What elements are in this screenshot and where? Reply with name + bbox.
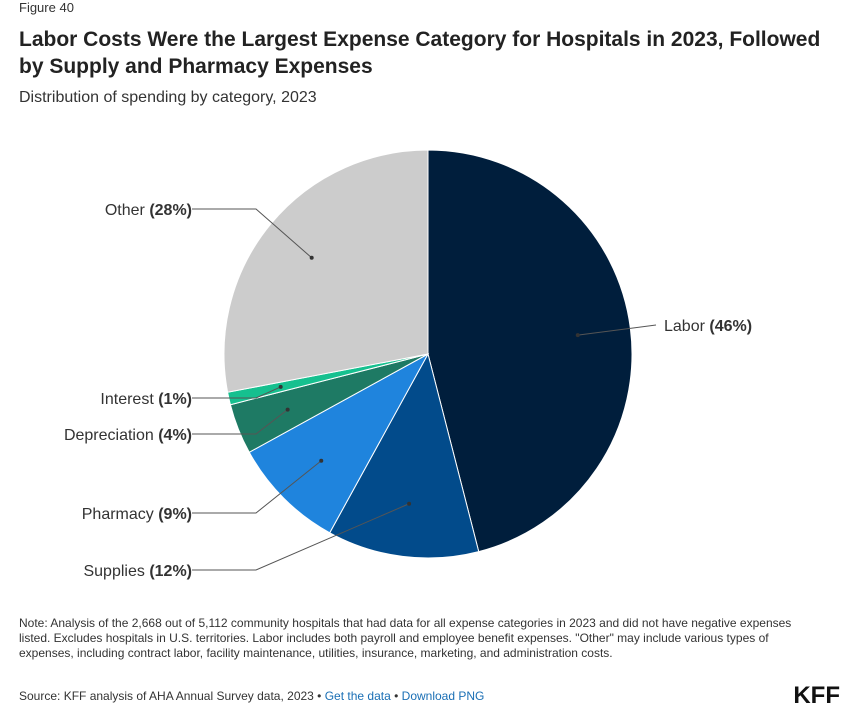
chart-subtitle: Distribution of spending by category, 20… (19, 89, 317, 106)
leader-dot-pharmacy (319, 458, 324, 463)
leader-dot-labor (575, 333, 580, 338)
pie-slice-pharmacy (248, 352, 430, 534)
get-the-data-link[interactable]: Get the data (324, 689, 391, 703)
slice-label-supplies: Supplies (12%) (83, 563, 192, 580)
leader-dot-supplies (407, 501, 412, 506)
slice-label-interest: Interest (1%) (100, 391, 192, 408)
pie-slice-other (223, 149, 429, 393)
leader-dot-interest (278, 384, 283, 389)
kff-logo: KFF (793, 682, 840, 709)
slice-label-depreciation: Depreciation (4%) (64, 427, 192, 444)
leader-line-depreciation (192, 409, 288, 435)
chart-source: Source: KFF analysis of AHA Annual Surve… (19, 689, 484, 703)
leader-line-other (192, 208, 313, 259)
leader-dot-other (309, 255, 314, 260)
chart-note: Note: Analysis of the 2,668 out of 5,112… (19, 616, 792, 660)
pie-slices (223, 149, 633, 559)
slice-label-pharmacy: Pharmacy (9%) (82, 506, 192, 523)
figure-label: Figure 40 (19, 0, 74, 15)
slice-label-other: Other (28%) (105, 202, 192, 219)
source-text: Source: KFF analysis of AHA Annual Surve… (19, 689, 322, 703)
pie-chart: Labor (46%) Supplies (12%) Pharmacy (9%) De… (64, 149, 752, 580)
slice-labels: Labor (46%) Supplies (12%) Pharmacy (9%) De… (64, 202, 752, 580)
leader-line-labor (577, 324, 657, 336)
leader-lines (192, 208, 657, 571)
leader-line-interest (192, 386, 281, 399)
slice-label-labor: Labor (46%) (664, 318, 752, 335)
download-png-link[interactable]: Download PNG (401, 689, 485, 703)
pie-slice-supplies (329, 352, 480, 559)
leader-line-pharmacy (192, 460, 322, 514)
leader-line-supplies (192, 503, 410, 571)
chart-title: Labor Costs Were the Largest Expense Cat… (19, 28, 821, 78)
source-separator: • (394, 689, 399, 703)
leader-dot-depreciation (285, 407, 290, 412)
